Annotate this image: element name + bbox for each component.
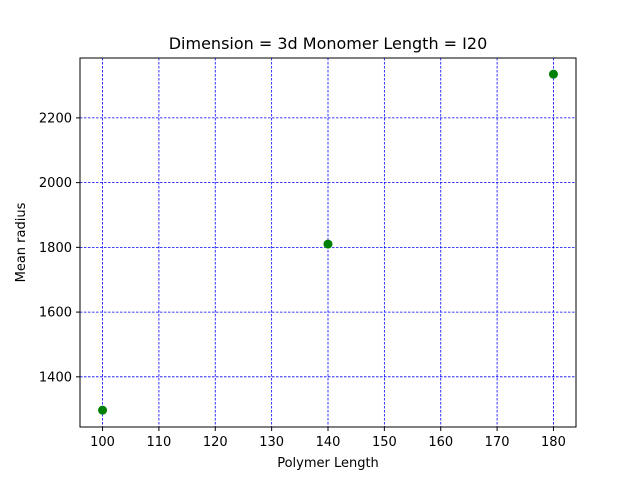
y-tick-label: 1800 — [39, 241, 72, 256]
x-tick-label: 160 — [428, 435, 453, 450]
data-points — [98, 69, 558, 415]
x-tick-label: 140 — [316, 435, 341, 450]
chart-title: Dimension = 3d Monomer Length = I20 — [169, 34, 488, 53]
y-tick-label: 1600 — [39, 306, 72, 321]
x-tick-label: 180 — [541, 435, 566, 450]
y-tick-label: 2000 — [39, 176, 72, 191]
x-tick-label: 120 — [203, 435, 228, 450]
x-tick-label: 110 — [146, 435, 171, 450]
x-tick-label: 130 — [259, 435, 284, 450]
x-tick-label: 100 — [90, 435, 115, 450]
y-tick-label: 1400 — [39, 370, 72, 385]
data-point — [98, 405, 108, 415]
x-tick-label: 150 — [372, 435, 397, 450]
data-point — [548, 69, 558, 79]
x-axis-label: Polymer Length — [277, 456, 379, 471]
x-tick-label: 170 — [485, 435, 510, 450]
y-axis-ticks: 1400 1600 1800 2000 2200 — [39, 111, 80, 385]
x-axis-ticks: 100 110 120 130 140 150 160 170 180 — [90, 427, 566, 450]
y-tick-label: 2200 — [39, 111, 72, 126]
data-point — [323, 239, 333, 249]
y-axis-label: Mean radius — [14, 202, 29, 282]
